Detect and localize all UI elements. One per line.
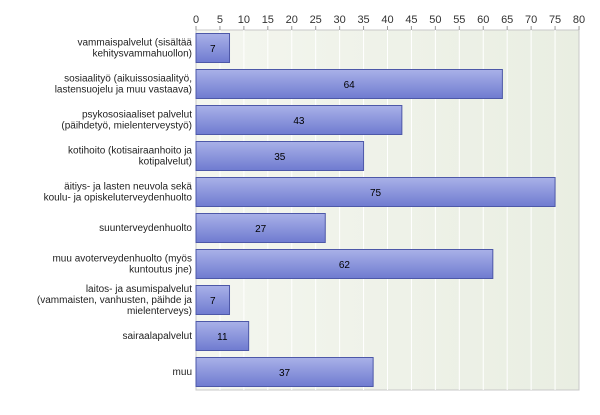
bar bbox=[195, 357, 374, 387]
x-tick-label: 20 bbox=[286, 14, 298, 26]
bar bbox=[195, 33, 231, 63]
bar bbox=[195, 285, 231, 315]
category-label: kotihoito (kotisairaanhoito jakotipalvel… bbox=[68, 146, 192, 168]
category-label-line: muu bbox=[173, 367, 192, 378]
bar bbox=[195, 141, 365, 171]
x-tick-label: 70 bbox=[525, 14, 537, 26]
x-tick-label: 60 bbox=[477, 14, 489, 26]
data-label: 7 bbox=[210, 296, 216, 307]
category-label-line: suunterveydenhuolto bbox=[99, 223, 192, 234]
data-label: 43 bbox=[293, 116, 305, 127]
data-label: 11 bbox=[217, 332, 228, 343]
category-label: suunterveydenhuolto bbox=[99, 223, 192, 234]
bar bbox=[195, 105, 403, 135]
category-label: psykososiaaliset palvelut(päihdetyö, mie… bbox=[61, 110, 192, 132]
category-label-line: laitos- ja asumispalvelut bbox=[86, 284, 192, 295]
category-label-line: kehitysvammahuollon) bbox=[93, 49, 193, 60]
data-label: 37 bbox=[279, 368, 291, 379]
category-label-line: äitiys- ja lasten neuvola sekä bbox=[64, 182, 192, 193]
category-label-line: sairaalapalvelut bbox=[123, 331, 193, 342]
category-label-line: (vammaisten, vanhusten, päihde ja bbox=[37, 295, 193, 306]
category-label: laitos- ja asumispalvelut(vammaisten, va… bbox=[37, 284, 193, 317]
x-tick-label: 80 bbox=[573, 14, 585, 26]
category-label-line: mielenterveys) bbox=[127, 306, 192, 317]
category-label: muu bbox=[173, 367, 192, 378]
data-label: 62 bbox=[339, 260, 351, 271]
category-label-line: koulu- ja opiskeluterveydenhuolto bbox=[44, 193, 193, 204]
category-label-line: psykososiaaliset palvelut bbox=[82, 110, 192, 121]
category-label-line: lastensuojelu ja muu vastaava) bbox=[55, 85, 192, 96]
category-label-line: muu avoterveydenhuolto (myös bbox=[52, 254, 192, 265]
x-tick-label: 25 bbox=[310, 14, 322, 26]
data-label: 35 bbox=[274, 152, 286, 163]
x-tick-label: 65 bbox=[501, 14, 513, 26]
data-label: 75 bbox=[370, 188, 382, 199]
data-label: 27 bbox=[255, 224, 267, 235]
category-label-line: kotihoito (kotisairaanhoito ja bbox=[68, 146, 192, 157]
data-label: 7 bbox=[210, 44, 216, 55]
x-tick-label: 30 bbox=[334, 14, 346, 26]
category-label-line: (päihdetyö, mielenterveystyö) bbox=[61, 121, 192, 132]
x-tick-label: 35 bbox=[357, 14, 369, 26]
x-tick-label: 0 bbox=[193, 14, 199, 26]
bar bbox=[195, 69, 503, 99]
category-label-line: sosiaalityö (aikuissosiaalityö, bbox=[64, 74, 192, 85]
bar bbox=[195, 249, 494, 279]
category-label: sairaalapalvelut bbox=[123, 331, 193, 342]
bar bbox=[195, 177, 556, 207]
category-label-line: vammaispalvelut (sisältää bbox=[78, 38, 193, 49]
x-tick-label: 10 bbox=[238, 14, 250, 26]
x-tick-label: 75 bbox=[549, 14, 561, 26]
category-label: sosiaalityö (aikuissosiaalityö,lastensuo… bbox=[55, 74, 192, 96]
category-label-line: kotipalvelut) bbox=[139, 157, 192, 168]
data-label: 64 bbox=[344, 80, 356, 91]
category-label-line: kuntoutus jne) bbox=[129, 265, 192, 276]
x-tick-label: 45 bbox=[405, 14, 417, 26]
x-tick-label: 50 bbox=[429, 14, 441, 26]
bar bbox=[195, 321, 250, 351]
x-tick-label: 15 bbox=[262, 14, 274, 26]
x-tick-label: 55 bbox=[453, 14, 465, 26]
bar bbox=[195, 213, 326, 243]
x-tick-label: 40 bbox=[381, 14, 393, 26]
category-label: vammaispalvelut (sisältääkehitysvammahuo… bbox=[78, 38, 193, 60]
x-tick-label: 5 bbox=[217, 14, 223, 26]
